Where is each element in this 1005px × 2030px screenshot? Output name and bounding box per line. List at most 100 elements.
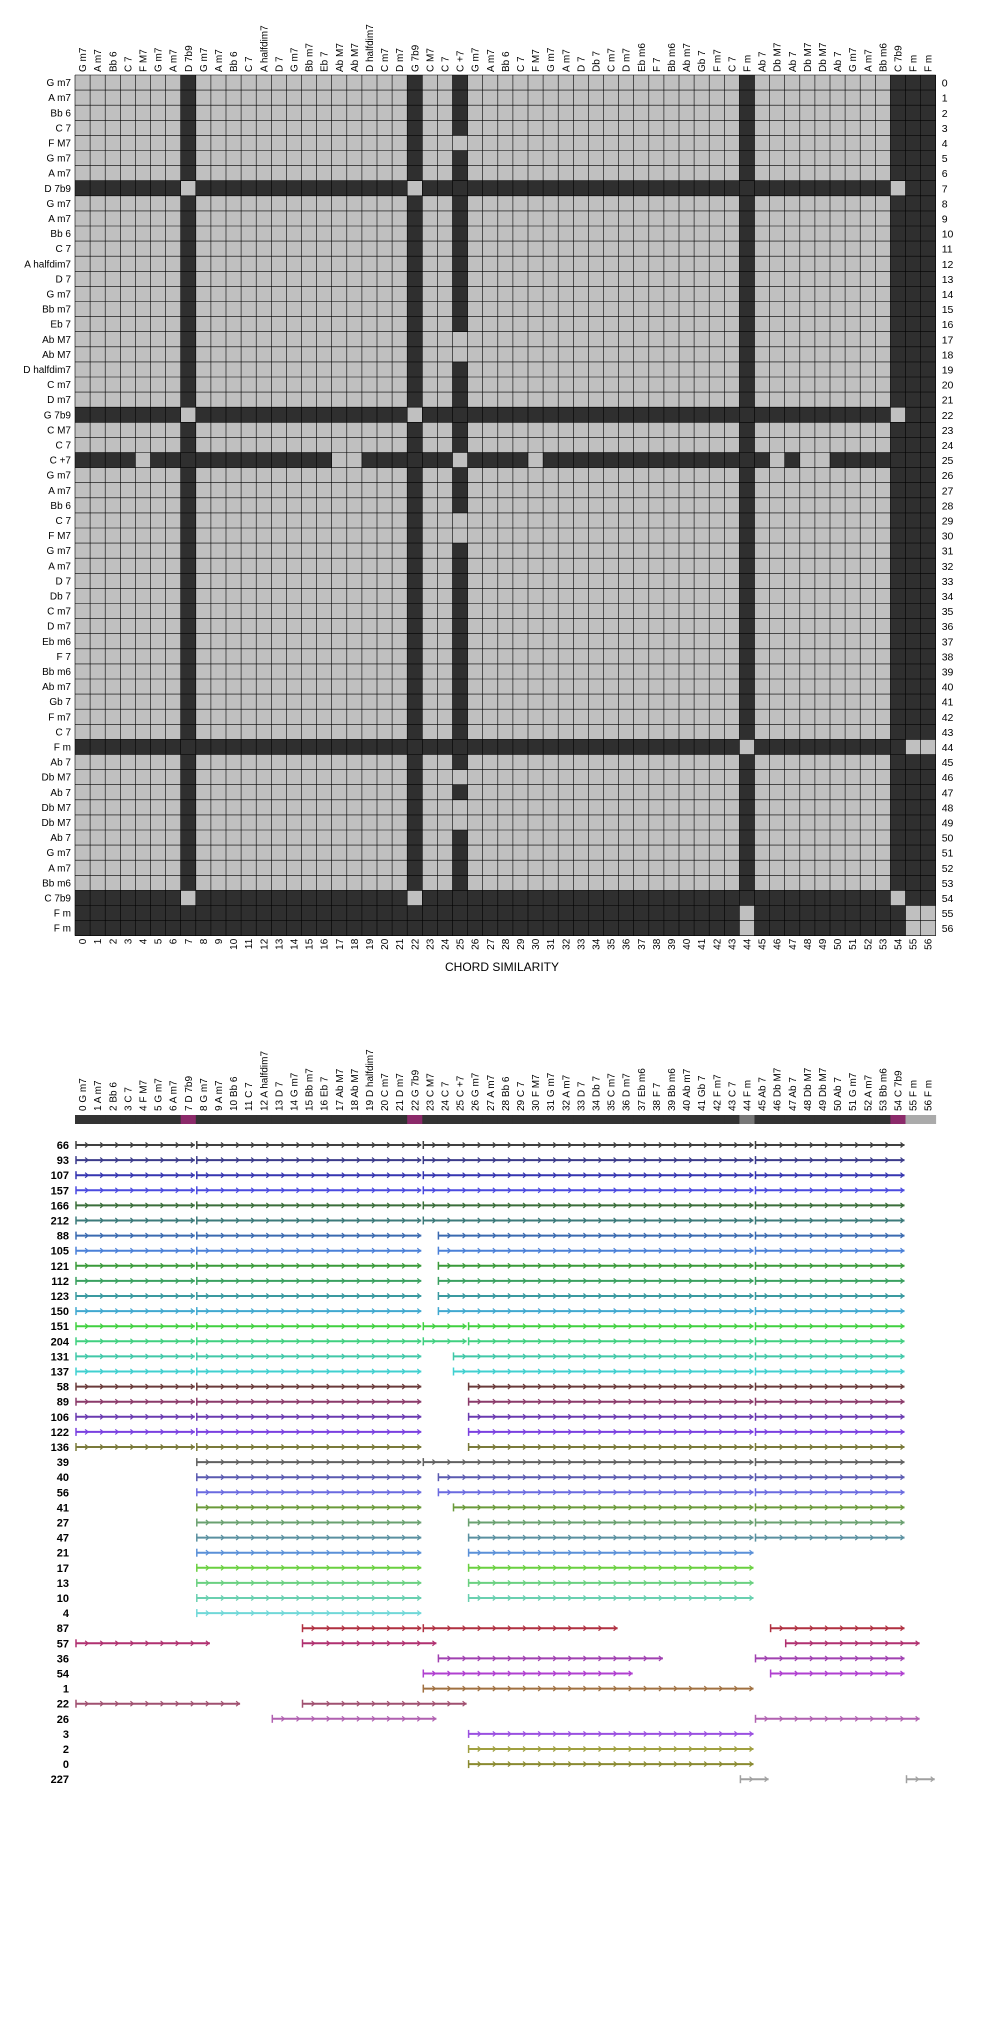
arc-marker bbox=[296, 1338, 301, 1345]
matrix-cell bbox=[739, 226, 755, 242]
arc-marker bbox=[794, 1157, 799, 1164]
matrix-cell bbox=[301, 920, 317, 936]
arc-axis-label: 48 Db M7 bbox=[803, 1067, 814, 1111]
matrix-cell bbox=[920, 377, 936, 393]
arc-marker bbox=[839, 1383, 845, 1390]
matrix-right-tick-label: 6 bbox=[942, 168, 948, 180]
matrix-cell bbox=[316, 407, 332, 423]
arc-marker bbox=[296, 1413, 301, 1420]
arc-marker bbox=[175, 1413, 180, 1420]
matrix-cell bbox=[226, 452, 242, 468]
matrix-cell bbox=[905, 845, 921, 861]
matrix-left-tick-label: G m7 bbox=[47, 848, 72, 859]
arc-marker bbox=[114, 1323, 120, 1330]
arc-axis-label: 14 G m7 bbox=[289, 1072, 300, 1111]
arc-marker bbox=[613, 1474, 618, 1481]
matrix-cell bbox=[890, 150, 906, 166]
arc-marker bbox=[824, 1277, 829, 1284]
arc-row-label: 58 bbox=[57, 1382, 69, 1394]
arc-marker bbox=[356, 1202, 361, 1209]
arc-marker bbox=[416, 1323, 422, 1330]
arc-header-bar-cell bbox=[784, 1115, 801, 1124]
matrix-cell bbox=[648, 452, 664, 468]
matrix-right-tick-label: 11 bbox=[942, 244, 953, 256]
matrix-cell bbox=[452, 241, 468, 257]
arc-row-label: 227 bbox=[51, 1774, 69, 1786]
arc-marker bbox=[296, 1489, 301, 1496]
arc-marker bbox=[749, 1474, 754, 1481]
matrix-cell bbox=[739, 875, 755, 891]
matrix-cell bbox=[377, 452, 393, 468]
arc-marker bbox=[643, 1157, 648, 1164]
arc-marker bbox=[447, 1187, 452, 1194]
arc-marker bbox=[522, 1142, 527, 1148]
arc-marker bbox=[401, 1715, 407, 1722]
arc-marker bbox=[643, 1383, 648, 1390]
matrix-cell bbox=[905, 90, 921, 106]
arc-marker bbox=[718, 1579, 724, 1586]
arc-marker bbox=[265, 1202, 271, 1209]
matrix-left-tick-label: F m7 bbox=[48, 712, 71, 723]
arc-marker bbox=[854, 1323, 860, 1330]
arc-marker bbox=[567, 1579, 573, 1586]
arc-marker bbox=[477, 1157, 482, 1164]
arc-marker bbox=[718, 1308, 724, 1315]
arc-marker bbox=[462, 1172, 467, 1179]
matrix-top-tick-label: Eb 7 bbox=[320, 51, 331, 72]
arc-marker bbox=[885, 1277, 890, 1284]
arc-marker bbox=[281, 1368, 286, 1375]
arc-row-label: 88 bbox=[57, 1231, 69, 1243]
matrix-cell bbox=[528, 739, 544, 755]
arc-marker bbox=[643, 1746, 648, 1752]
arc-marker bbox=[734, 1187, 739, 1194]
arc-marker bbox=[854, 1444, 860, 1450]
arc-marker bbox=[673, 1489, 678, 1496]
matrix-cell bbox=[769, 920, 785, 936]
arc-marker bbox=[160, 1202, 165, 1209]
matrix-left-tick-label: Ab 7 bbox=[50, 758, 71, 769]
arc-marker bbox=[386, 1700, 392, 1707]
matrix-cell bbox=[452, 482, 468, 498]
matrix-left-tick-label: C +7 bbox=[50, 456, 72, 467]
matrix-cell bbox=[271, 407, 287, 423]
arc-marker bbox=[658, 1398, 663, 1405]
arc-marker bbox=[583, 1323, 588, 1330]
arc-marker bbox=[84, 1444, 90, 1450]
arc-marker bbox=[658, 1368, 663, 1375]
arc-marker bbox=[341, 1489, 346, 1496]
matrix-cell bbox=[920, 799, 936, 815]
arc-header-bar-cell bbox=[588, 1115, 604, 1124]
arc-marker bbox=[477, 1383, 482, 1390]
arc-marker bbox=[824, 1398, 829, 1405]
arc-marker bbox=[688, 1232, 694, 1239]
arc-marker bbox=[84, 1640, 90, 1647]
arc-marker bbox=[386, 1444, 392, 1450]
arc-marker bbox=[522, 1730, 527, 1737]
matrix-cell bbox=[875, 452, 891, 468]
arc-marker bbox=[718, 1338, 724, 1345]
arc-marker bbox=[537, 1247, 543, 1254]
matrix-cell bbox=[694, 920, 710, 936]
matrix-left-tick-label: Ab 7 bbox=[50, 788, 71, 799]
arc-marker bbox=[869, 1262, 875, 1269]
arc-marker bbox=[749, 1293, 754, 1299]
arc-marker bbox=[794, 1338, 799, 1345]
matrix-cell bbox=[180, 226, 196, 242]
matrix-cell bbox=[180, 150, 196, 166]
matrix-cell bbox=[739, 392, 755, 408]
matrix-right-tick-label: 34 bbox=[942, 591, 954, 603]
arc-marker bbox=[734, 1595, 739, 1601]
arc-marker bbox=[492, 1232, 497, 1239]
arc-marker bbox=[190, 1277, 195, 1284]
arc-marker bbox=[794, 1655, 799, 1662]
matrix-cell bbox=[618, 739, 634, 755]
arc-marker bbox=[447, 1308, 452, 1315]
arc-marker bbox=[401, 1489, 407, 1496]
arc-marker bbox=[326, 1700, 331, 1707]
arc-marker bbox=[900, 1625, 905, 1632]
matrix-cell bbox=[799, 890, 815, 906]
matrix-cell bbox=[739, 709, 755, 725]
arc-axis-label: 8 G m7 bbox=[199, 1078, 210, 1111]
arc-marker bbox=[507, 1368, 512, 1375]
matrix-cell bbox=[905, 437, 921, 453]
